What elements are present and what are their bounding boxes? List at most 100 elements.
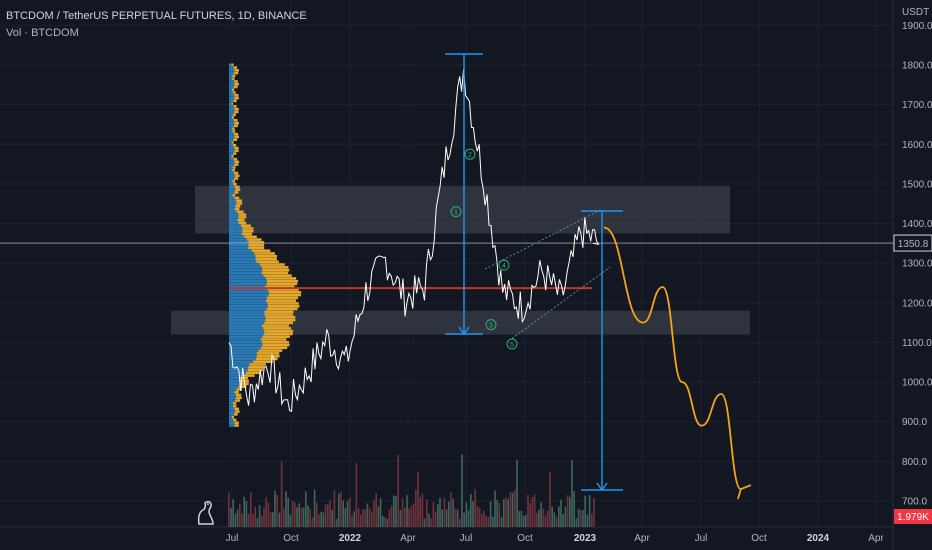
price-tick-label[interactable]: 1600.0 bbox=[902, 140, 932, 151]
volume-profile-bar-blue bbox=[229, 413, 234, 416]
volume-profile-bar-blue bbox=[229, 107, 235, 111]
volume-bar bbox=[245, 501, 248, 527]
volume-profile-bar-blue bbox=[229, 263, 260, 266]
time-tick-label[interactable]: Oct bbox=[283, 533, 299, 544]
volume-bar bbox=[399, 509, 402, 527]
time-tick-label[interactable]: Jul bbox=[226, 533, 239, 544]
volume-bar bbox=[274, 490, 276, 527]
volume-profile-bar-orange bbox=[246, 238, 262, 241]
volume-bar bbox=[465, 502, 468, 527]
volume-profile-bar-orange bbox=[234, 163, 239, 166]
volume-bar bbox=[243, 496, 245, 527]
price-tick-label[interactable]: 800.0 bbox=[902, 457, 927, 468]
resistance-zone[interactable] bbox=[195, 185, 730, 234]
volume-profile-bar-blue bbox=[229, 354, 257, 358]
volume-bar bbox=[498, 503, 501, 527]
volume-bar bbox=[375, 493, 377, 527]
price-tick-label[interactable]: 1400.0 bbox=[902, 219, 932, 230]
volume-profile-bar-blue bbox=[229, 401, 234, 405]
wave-annotation-circle[interactable] bbox=[450, 206, 462, 218]
price-tick-label[interactable]: 900.0 bbox=[902, 417, 927, 428]
support-zone[interactable] bbox=[171, 310, 750, 335]
price-tick-label[interactable]: 1900.0 bbox=[902, 21, 932, 32]
time-tick-label[interactable]: 2023 bbox=[574, 533, 597, 544]
volume-profile-bar-orange bbox=[234, 196, 240, 200]
volume-bar bbox=[573, 491, 575, 527]
volume-profile-bar-blue bbox=[229, 235, 245, 239]
volume-bar bbox=[547, 510, 549, 527]
volume-profile-bar-orange bbox=[231, 415, 234, 419]
time-tick-label[interactable]: 2024 bbox=[807, 533, 830, 544]
price-tick-label[interactable]: 1500.0 bbox=[902, 179, 932, 190]
time-tick-label[interactable]: 2022 bbox=[339, 533, 362, 544]
volume-bar bbox=[335, 518, 338, 527]
price-tick-label[interactable]: 1300.0 bbox=[902, 259, 932, 270]
time-tick-label[interactable]: Apr bbox=[400, 533, 416, 544]
volume-profile-bar-orange bbox=[254, 252, 275, 255]
volume-profile-bar-blue bbox=[229, 116, 232, 119]
volume-bar bbox=[287, 497, 289, 527]
volume-value-label[interactable]: 1.979K bbox=[897, 512, 929, 523]
time-tick-label[interactable]: Jul bbox=[460, 533, 473, 544]
volume-profile-bar-blue bbox=[229, 77, 233, 80]
volume-bar bbox=[538, 509, 540, 527]
current-price-label[interactable]: 1350.8 bbox=[898, 239, 929, 250]
volume-profile-bar-orange bbox=[233, 404, 237, 408]
symbol-title[interactable]: BTCDOM / TetherUS PERPETUAL FUTURES, 1D,… bbox=[6, 10, 307, 22]
volume-bar bbox=[553, 512, 556, 527]
volume-profile-bar-orange bbox=[255, 257, 277, 261]
volume-bar bbox=[404, 507, 406, 527]
volume-profile-bar-blue bbox=[229, 349, 259, 352]
volume-profile-bar-blue bbox=[229, 257, 256, 261]
volume-bar bbox=[421, 493, 424, 527]
volume-profile-bar-orange bbox=[256, 352, 280, 355]
volume-profile-bar-orange bbox=[231, 116, 235, 119]
wave-annotation-circle[interactable] bbox=[485, 319, 497, 331]
channel-lower-line[interactable] bbox=[511, 266, 611, 339]
volume-profile-bar-blue bbox=[229, 196, 235, 200]
volume-bar bbox=[569, 497, 571, 527]
price-tick-label[interactable]: 700.0 bbox=[902, 497, 927, 508]
time-tick-label[interactable]: Apr bbox=[868, 533, 884, 544]
price-tick-label[interactable]: 1700.0 bbox=[902, 100, 932, 111]
volume-profile-bar-orange bbox=[234, 94, 239, 97]
volume-profile-bar-blue bbox=[229, 105, 234, 108]
time-tick-label[interactable]: Oct bbox=[751, 533, 767, 544]
price-tick-label[interactable]: 1000.0 bbox=[902, 378, 932, 389]
volume-bar bbox=[276, 494, 278, 527]
time-tick-label[interactable]: Jul bbox=[695, 533, 708, 544]
projection-path[interactable] bbox=[603, 226, 752, 500]
price-series-line[interactable] bbox=[228, 69, 600, 413]
volume-profile-bar-blue bbox=[229, 243, 249, 247]
volume-bar bbox=[289, 515, 292, 527]
volume-bar bbox=[591, 513, 593, 527]
volume-bar bbox=[564, 506, 567, 527]
tradingview-logo-icon[interactable] bbox=[195, 498, 217, 531]
time-tick-label[interactable]: Apr bbox=[634, 533, 650, 544]
volume-profile-bar-orange bbox=[241, 232, 253, 236]
volume-indicator-label[interactable]: Vol · BTCDOM bbox=[6, 27, 79, 39]
volume-profile-bar-orange bbox=[246, 371, 260, 375]
volume-bar bbox=[342, 500, 344, 527]
volume-profile-bar-orange bbox=[237, 218, 245, 222]
volume-bar bbox=[280, 461, 283, 527]
volume-profile-bar-orange bbox=[264, 285, 295, 289]
price-tick-label[interactable]: 1100.0 bbox=[902, 338, 932, 349]
wave-annotation-circle[interactable] bbox=[498, 259, 510, 271]
volume-profile-bar-orange bbox=[232, 168, 235, 172]
time-tick-label[interactable]: Oct bbox=[517, 533, 533, 544]
volume-profile-bar-orange bbox=[238, 221, 247, 225]
wave-annotation-circle[interactable] bbox=[464, 148, 476, 160]
volume-profile-bar-blue bbox=[229, 69, 235, 72]
volume-profile-bar-orange bbox=[238, 216, 247, 219]
wave-annotation-circle[interactable] bbox=[506, 338, 518, 350]
price-tick-label[interactable]: 1800.0 bbox=[902, 61, 932, 72]
volume-profile-bar-orange bbox=[262, 343, 290, 347]
volume-profile-bar-orange bbox=[233, 152, 237, 155]
volume-bar bbox=[481, 514, 483, 527]
volume-profile-bar-orange bbox=[232, 77, 235, 80]
channel-upper-line[interactable] bbox=[484, 209, 602, 270]
price-tick-label[interactable]: 1200.0 bbox=[902, 298, 932, 309]
